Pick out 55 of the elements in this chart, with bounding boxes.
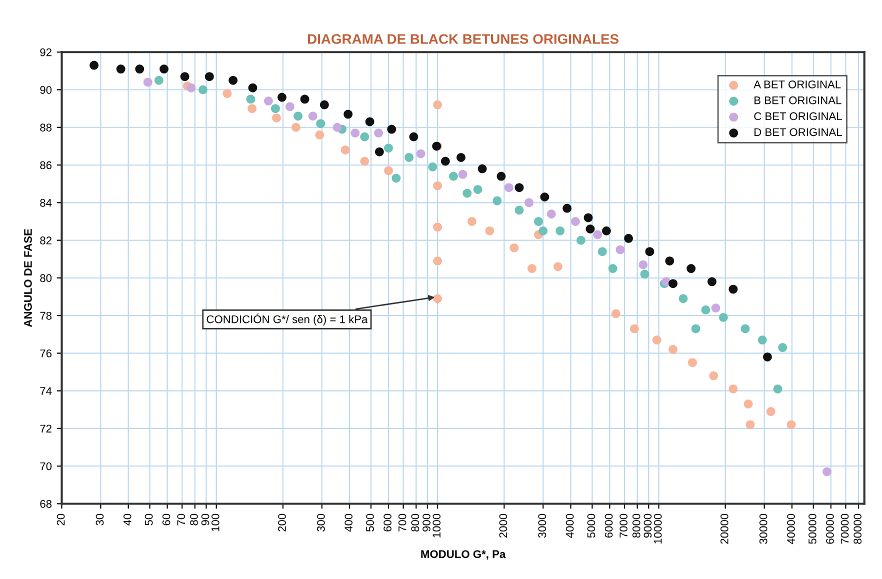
y-tick-label: 86 bbox=[40, 161, 52, 170]
x-tick-label: 100 bbox=[211, 514, 220, 532]
x-tick-label: 600 bbox=[384, 514, 392, 532]
x-tick-label: 3000 bbox=[538, 514, 546, 538]
y-tick-label: 68 bbox=[40, 500, 52, 508]
x-tick-label: 2000 bbox=[499, 514, 508, 538]
y-tick-label: 92 bbox=[40, 48, 52, 56]
annotation: CONDICIÓN G*/ sen (δ) = 1 kPa bbox=[206, 313, 368, 326]
x-tick-label: 40 bbox=[123, 514, 132, 526]
legend-label: A BET ORIGINAL bbox=[754, 80, 841, 88]
legend-label: D BET ORIGINAL bbox=[754, 128, 842, 136]
x-tick-label: 300 bbox=[317, 514, 325, 532]
x-tick-label: 50000 bbox=[808, 514, 816, 544]
x-tick-label: 70000 bbox=[840, 514, 849, 544]
y-tick-label: 72 bbox=[40, 424, 52, 432]
x-tick-label: 7000 bbox=[620, 514, 628, 538]
x-tick-label: 20000 bbox=[720, 514, 728, 544]
x-tick-label: 1000 bbox=[432, 514, 441, 538]
x-tick-label: 200 bbox=[278, 514, 286, 532]
x-tick-label: 700 bbox=[398, 514, 406, 532]
x-tick-label: 20 bbox=[56, 514, 65, 526]
y-tick-label: 70 bbox=[40, 462, 52, 470]
x-tick-label: 800 bbox=[411, 514, 420, 532]
x-tick-label: 6000 bbox=[604, 514, 613, 538]
x-tick-label: 400 bbox=[344, 514, 353, 532]
x-axis-title: MODULO G*, Pa bbox=[421, 550, 506, 560]
x-tick-label: 60000 bbox=[826, 514, 834, 544]
y-tick-label: 84 bbox=[40, 198, 52, 207]
x-tick-label: 9000 bbox=[644, 514, 652, 538]
x-tick-label: 4000 bbox=[566, 514, 574, 538]
x-tick-label: 5000 bbox=[587, 514, 596, 538]
x-tick-label: 30000 bbox=[759, 514, 768, 544]
x-tick-label: 70 bbox=[177, 514, 186, 526]
legend-label: B BET ORIGINAL bbox=[754, 96, 842, 104]
y-tick-label: 76 bbox=[40, 349, 52, 358]
x-tick-label: 8000 bbox=[632, 514, 640, 538]
x-tick-label: 60 bbox=[162, 514, 170, 526]
x-tick-label: 90 bbox=[201, 514, 210, 526]
x-tick-label: 30 bbox=[96, 514, 104, 526]
x-tick-label: 50 bbox=[144, 514, 153, 526]
x-tick-label: 900 bbox=[422, 514, 430, 532]
y-tick-label: 82 bbox=[40, 236, 52, 244]
x-tick-label: 80000 bbox=[854, 514, 862, 544]
y-axis-title: ANGULO DE FASE bbox=[24, 228, 32, 328]
x-tick-label: 40000 bbox=[787, 514, 795, 544]
y-tick-label: 90 bbox=[40, 86, 52, 94]
y-tick-label: 78 bbox=[40, 312, 52, 320]
chart-title: DIAGRAMA DE BLACK BETUNES ORIGINALES bbox=[308, 34, 618, 44]
y-tick-label: 74 bbox=[40, 387, 52, 395]
x-tick-label: 80 bbox=[190, 514, 198, 526]
legend-label: C BET ORIGINAL bbox=[754, 112, 842, 120]
x-tick-label: 10000 bbox=[654, 514, 662, 544]
y-tick-label: 88 bbox=[40, 124, 52, 132]
x-tick-label: 500 bbox=[366, 514, 374, 532]
y-tick-label: 80 bbox=[40, 274, 52, 282]
